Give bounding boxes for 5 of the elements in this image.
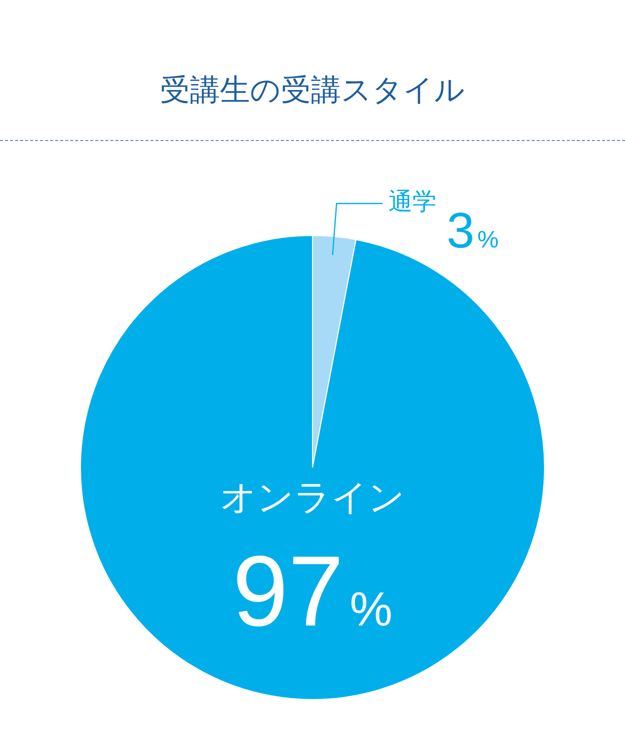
chart-title: 受講生の受講スタイル bbox=[159, 72, 466, 110]
slice-label: 通学 bbox=[388, 188, 437, 216]
data-label: 3% bbox=[446, 202, 499, 258]
data-label: 97% bbox=[232, 536, 392, 648]
slice-label: オンライン bbox=[220, 478, 405, 518]
